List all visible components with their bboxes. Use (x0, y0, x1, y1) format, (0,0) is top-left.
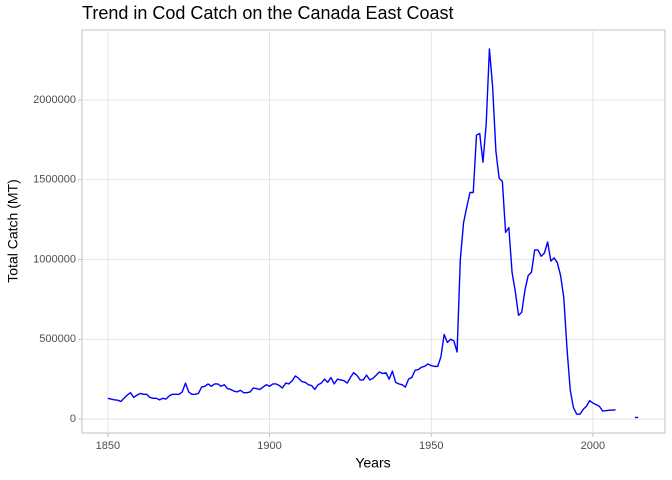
y-tick-label: 2000000 (33, 94, 76, 106)
y-tick-label: 1000000 (33, 253, 76, 265)
data-line (107, 48, 639, 419)
grid (78, 30, 665, 437)
x-tick-label: 1850 (96, 440, 120, 452)
y-tick-label: 1500000 (33, 174, 76, 186)
y-axis-title: Total Catch (MT) (5, 179, 21, 282)
y-tick-label: 0 (70, 413, 76, 425)
y-tick-label: 500000 (39, 333, 76, 345)
x-axis-title: Years (355, 455, 390, 471)
plot-area (107, 48, 639, 419)
plot-panel (81, 29, 666, 434)
x-tick-label: 1900 (257, 440, 281, 452)
x-tick-label: 2000 (581, 440, 605, 452)
chart-title: Trend in Cod Catch on the Canada East Co… (82, 3, 454, 23)
x-tick-label: 1950 (419, 440, 443, 452)
